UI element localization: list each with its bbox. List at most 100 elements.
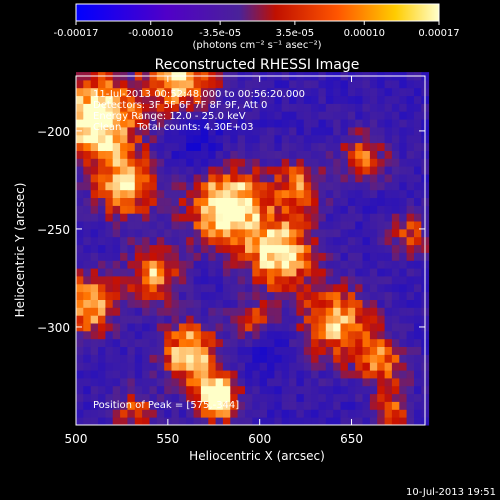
heatmap-cell bbox=[274, 236, 283, 246]
heatmap-cell bbox=[369, 150, 378, 159]
heatmap-cell bbox=[311, 307, 319, 316]
heatmap-cell bbox=[377, 236, 385, 246]
heatmap-cell bbox=[281, 181, 290, 191]
heatmap-cell bbox=[171, 189, 180, 198]
y-axis-label: Heliocentric Y (arcsec) bbox=[13, 183, 27, 318]
heatmap-cell bbox=[296, 330, 305, 340]
heatmap-cell bbox=[311, 252, 319, 261]
heatmap-cell bbox=[90, 150, 99, 159]
heatmap-cell bbox=[281, 401, 290, 410]
heatmap-cell bbox=[178, 134, 187, 144]
heatmap-cell bbox=[171, 111, 180, 120]
heatmap-cell bbox=[83, 103, 92, 112]
heatmap-cell bbox=[193, 150, 202, 159]
heatmap-cell bbox=[340, 87, 349, 97]
heatmap-cell bbox=[171, 370, 180, 379]
heatmap-cell bbox=[281, 174, 290, 183]
heatmap-cell bbox=[112, 213, 121, 222]
heatmap-cell bbox=[156, 166, 165, 175]
heatmap-cell bbox=[208, 276, 217, 285]
heatmap-cell bbox=[384, 385, 393, 395]
heatmap-cell bbox=[391, 119, 400, 128]
heatmap-cell bbox=[178, 283, 187, 293]
heatmap-cell bbox=[120, 87, 128, 97]
heatmap-cell bbox=[105, 370, 114, 379]
heatmap-cell bbox=[171, 213, 180, 222]
heatmap-cell bbox=[164, 119, 172, 128]
heatmap-cell bbox=[399, 330, 408, 340]
heatmap-cell bbox=[156, 362, 165, 371]
heatmap-cell bbox=[340, 205, 349, 214]
heatmap-cell bbox=[237, 197, 246, 206]
heatmap-cell bbox=[215, 87, 224, 97]
heatmap-cell bbox=[252, 291, 261, 300]
heatmap-cell bbox=[318, 346, 327, 355]
heatmap-cell bbox=[98, 252, 106, 261]
heatmap-cell bbox=[252, 385, 261, 395]
heatmap-cell bbox=[215, 323, 224, 332]
heatmap-cell bbox=[414, 346, 422, 355]
x-tick-label: 500 bbox=[65, 432, 88, 446]
heatmap-cell bbox=[208, 150, 217, 159]
heatmap-cell bbox=[149, 370, 158, 379]
heatmap-cell bbox=[289, 299, 297, 308]
heatmap-cell bbox=[406, 189, 415, 198]
heatmap-cell bbox=[245, 323, 253, 332]
heatmap-cell bbox=[149, 330, 158, 340]
heatmap-cell bbox=[127, 307, 136, 316]
heatmap-cell bbox=[347, 103, 356, 112]
heatmap-cell bbox=[311, 354, 319, 363]
heatmap-cell bbox=[274, 95, 283, 104]
heatmap-cell bbox=[333, 142, 341, 151]
heatmap-cell bbox=[105, 276, 114, 285]
heatmap-cell bbox=[296, 362, 305, 371]
heatmap-cell bbox=[399, 119, 408, 128]
heatmap-cell bbox=[289, 236, 297, 246]
heatmap-cell bbox=[208, 181, 217, 191]
heatmap-cell bbox=[134, 268, 143, 277]
heatmap-cell bbox=[333, 323, 341, 332]
heatmap-cell bbox=[222, 393, 231, 402]
heatmap-cell bbox=[178, 307, 187, 316]
heatmap-cell bbox=[149, 260, 158, 269]
heatmap-cell bbox=[259, 362, 268, 371]
heatmap-cell bbox=[399, 307, 408, 316]
heatmap-cell bbox=[105, 119, 114, 128]
heatmap-cell bbox=[193, 260, 202, 269]
heatmap-cell bbox=[127, 181, 136, 191]
heatmap-cell bbox=[164, 197, 172, 206]
heatmap-cell bbox=[208, 213, 217, 222]
heatmap-cell bbox=[377, 323, 385, 332]
heatmap-cell bbox=[200, 370, 209, 379]
heatmap-cell bbox=[414, 260, 422, 269]
heatmap-cell bbox=[156, 205, 165, 214]
heatmap-cell bbox=[90, 268, 99, 277]
heatmap-cell bbox=[127, 228, 136, 238]
heatmap-cell bbox=[274, 409, 283, 418]
heatmap-cell bbox=[267, 252, 275, 261]
heatmap-cell bbox=[200, 291, 209, 300]
heatmap-cell bbox=[391, 354, 400, 363]
heatmap-cell bbox=[186, 401, 194, 410]
heatmap-cell bbox=[406, 205, 415, 214]
heatmap-cell bbox=[355, 315, 363, 324]
heatmap-cell bbox=[120, 370, 128, 379]
heatmap-cell bbox=[414, 377, 422, 387]
heatmap-cell bbox=[134, 221, 143, 230]
heatmap-cell bbox=[399, 315, 408, 324]
heatmap-cell bbox=[134, 276, 143, 285]
heatmap-cell bbox=[83, 119, 92, 128]
heatmap-cell bbox=[149, 385, 158, 395]
heatmap-cell bbox=[98, 362, 106, 371]
heatmap-cell bbox=[237, 252, 246, 261]
heatmap-cell bbox=[164, 315, 172, 324]
heatmap-cell bbox=[186, 283, 194, 293]
heatmap-cell bbox=[149, 299, 158, 308]
heatmap-cell bbox=[391, 142, 400, 151]
heatmap-cell bbox=[311, 166, 319, 175]
heatmap-cell bbox=[303, 346, 312, 355]
heatmap-cell bbox=[193, 338, 202, 347]
heatmap-cell bbox=[384, 142, 393, 151]
heatmap-cell bbox=[112, 95, 121, 104]
heatmap-cell bbox=[355, 236, 363, 246]
